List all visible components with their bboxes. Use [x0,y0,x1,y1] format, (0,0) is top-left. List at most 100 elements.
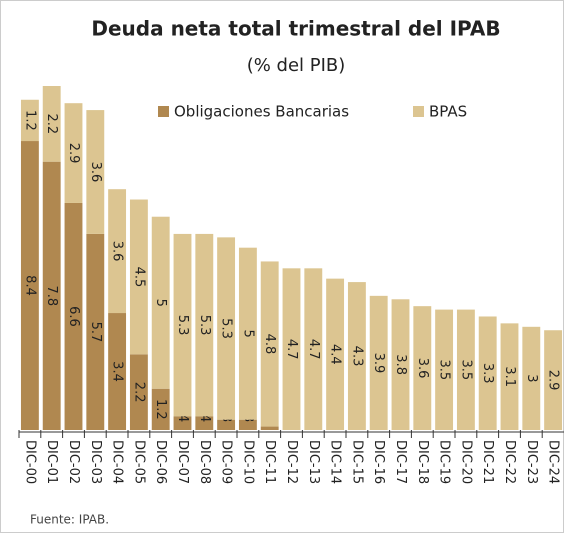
chart-title: Deuda neta total trimestral del IPAB [91,17,500,41]
value-label: 3.1 [502,366,517,387]
value-label: 5 [240,330,255,338]
x-tick-label: DIC-03 [88,440,103,484]
source-note: Fuente: IPAB. [30,513,109,527]
x-tick-label: DIC-06 [153,440,168,484]
bar-segment [64,202,83,430]
value-label: 4.7 [306,339,321,360]
bar-segment [238,419,257,430]
x-tick-label: DIC-21 [480,440,495,484]
value-label: 7.8 [44,285,59,306]
bar-segment [108,313,127,430]
bar-segment [304,268,323,430]
bar-segment [42,161,61,430]
value-label: 3.3 [480,363,495,384]
x-tick-label: DIC-20 [458,440,473,484]
legend-swatch [158,106,169,117]
x-tick-label: DIC-04 [110,440,125,484]
value-label: 1.2 [153,399,168,420]
x-tick-label: DIC-07 [175,440,190,484]
bar-segment [86,110,105,234]
x-tick-label: DIC-14 [328,440,343,484]
value-label: 2.9 [546,370,561,391]
value-label: 2.9 [66,143,81,164]
value-label: 2.2 [131,382,146,403]
value-label: 3.6 [110,241,125,262]
bar-segment [173,233,192,417]
bar-segment [478,316,497,430]
bar-segment [129,199,148,355]
x-tick-label: DIC-02 [66,440,81,484]
bar-segment [282,268,301,430]
bar-segment [108,189,127,314]
value-label: 4.8 [262,334,277,355]
x-tick-label: DIC-09 [219,440,234,484]
value-label: 4.7 [284,339,299,360]
bar-segment [217,237,236,420]
bar-segment [326,278,345,430]
value-label: 4.3 [349,346,364,367]
legend-label: BPAS [429,103,467,121]
bar-segment [260,426,279,430]
bar-segment [151,216,170,389]
value-label: 5.3 [219,318,234,339]
legend-swatch [413,106,424,117]
value-label: 2.2 [44,113,59,134]
x-tick-label: DIC-01 [44,440,59,484]
value-label: 3.9 [371,353,386,374]
bar-segment [86,233,105,430]
value-label: 5.7 [88,322,103,343]
legend-label: Obligaciones Bancarias [174,103,349,121]
bar-segment [195,233,214,417]
x-tick-label: DIC-22 [502,440,517,484]
bar-segment [129,354,148,430]
value-label: 3.6 [415,358,430,379]
bar-segment [435,309,454,430]
x-tick-label: DIC-15 [349,440,364,484]
x-tick-label: DIC-24 [546,440,561,484]
bar-segment [173,416,192,430]
bar-segment [42,86,61,162]
value-label: 3.5 [437,359,452,380]
x-tick-label: DIC-23 [524,440,539,484]
value-label: 8.4 [22,275,37,296]
x-tick-label: DIC-17 [393,440,408,484]
bar-segment [260,261,279,427]
value-label: 3.6 [88,162,103,183]
bar-segment [151,388,170,430]
x-tick-label: DIC-16 [371,440,386,484]
x-tick-label: DIC-13 [306,440,321,484]
bar-segment [64,103,83,203]
x-tick-label: DIC-05 [131,440,146,484]
bar-segment [195,416,214,430]
x-tick-label: DIC-10 [240,440,255,484]
bar-segment [391,299,410,430]
bar-segment [20,99,39,142]
bar-segment [20,141,39,431]
bar-segment [413,306,432,430]
value-label: 4.4 [328,344,343,365]
bar-segment [500,323,519,430]
x-tick-label: DIC-11 [262,440,277,484]
bar-segment [217,419,236,430]
value-label: 3.4 [110,361,125,382]
value-label: 5.3 [197,315,212,336]
value-label: 4.5 [131,267,146,288]
value-label: 1.2 [22,110,37,131]
bar-segment [238,247,257,420]
bar-segment [347,282,366,430]
x-tick-label: DIC-12 [284,440,299,484]
value-label: 3 [524,374,539,382]
value-label: 3.8 [393,354,408,375]
bar-segment [369,295,388,430]
value-label: 5.3 [175,315,190,336]
x-tick-label: DIC-00 [22,440,37,484]
value-label: 6.6 [66,306,81,327]
value-label: 3.5 [458,359,473,380]
bar-segment [522,326,541,430]
value-label: 5 [153,299,168,307]
bar-segment [456,309,475,430]
chart-subtitle: (% del PIB) [247,55,346,76]
x-tick-label: DIC-19 [437,440,452,484]
